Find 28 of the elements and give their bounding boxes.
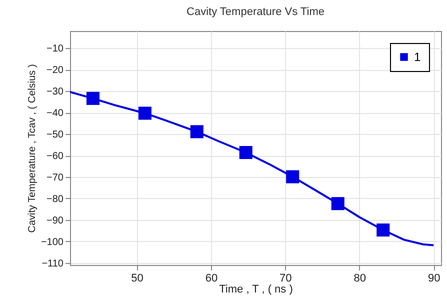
point bbox=[331, 197, 344, 210]
y-tick-label: −50 bbox=[46, 130, 64, 141]
y-tick-label: −100 bbox=[40, 236, 64, 248]
line-series bbox=[70, 90, 435, 246]
point bbox=[239, 146, 252, 160]
y-tick-label: −40 bbox=[46, 108, 64, 120]
x-tick-label: 80 bbox=[354, 272, 366, 284]
y-tick-label: −30 bbox=[46, 86, 64, 98]
point bbox=[86, 92, 100, 105]
point bbox=[286, 170, 300, 184]
chart-title: Cavity Temperature Vs Time bbox=[186, 6, 324, 18]
point bbox=[376, 223, 390, 237]
y-tick-label: −90 bbox=[46, 215, 64, 226]
x-tick-label: 50 bbox=[131, 272, 144, 284]
point bbox=[190, 125, 204, 138]
x-tick-label: 70 bbox=[280, 272, 292, 284]
legend-label: 1 bbox=[414, 50, 421, 64]
x-tick-label: 90 bbox=[428, 272, 440, 284]
y-tick-label: −80 bbox=[46, 194, 64, 205]
x-tick-label: 60 bbox=[205, 272, 218, 284]
point bbox=[138, 106, 152, 120]
y-tick-label: −10 bbox=[46, 44, 64, 55]
y-tick-label: −60 bbox=[46, 151, 64, 162]
y-tick-label: −110 bbox=[42, 258, 64, 270]
y-tick-label: −70 bbox=[46, 172, 64, 184]
y-tick-label: −20 bbox=[46, 65, 64, 76]
x-axis-title: Time , T , ( ns ) bbox=[219, 284, 293, 296]
y-axis-title: Cavity Temperature , Tcav , ( Celsius ) bbox=[26, 64, 38, 233]
